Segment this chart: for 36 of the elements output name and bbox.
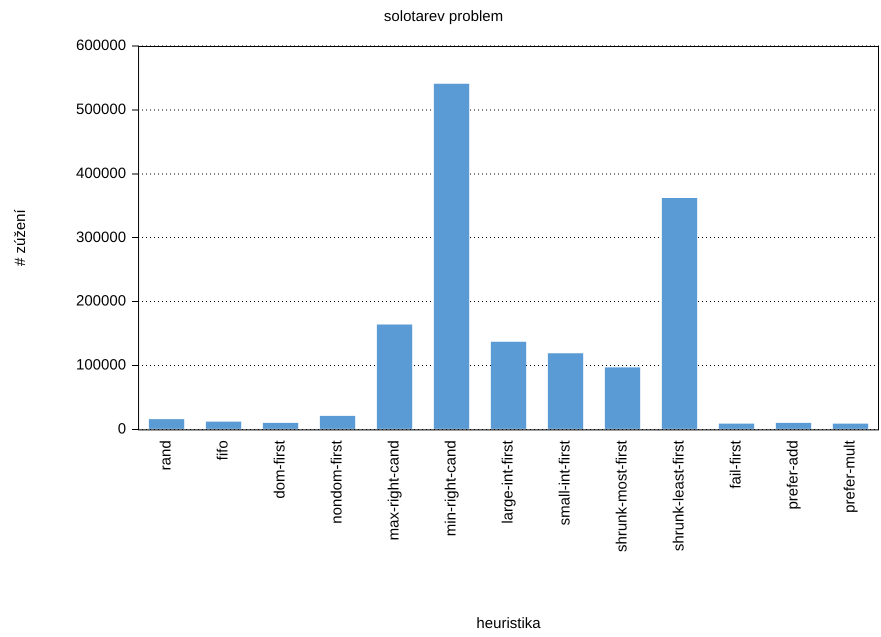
bar xyxy=(490,342,526,429)
x-tick-label: fifo xyxy=(214,440,232,460)
x-tick-label: small-int-first xyxy=(556,439,574,526)
y-tick-label: 0 xyxy=(118,420,126,438)
y-tick-label: 300000 xyxy=(76,228,126,246)
x-tick-label: fail-first xyxy=(728,440,745,489)
bar xyxy=(604,367,640,429)
bar xyxy=(434,84,470,429)
x-tick-label: prefer-mult xyxy=(842,440,859,513)
bar xyxy=(148,419,184,429)
x-tick-label: prefer-add xyxy=(784,440,802,510)
y-tick-label: 500000 xyxy=(76,101,126,118)
y-tick-label: 200000 xyxy=(76,292,126,310)
y-tick-label: 100000 xyxy=(76,356,126,374)
x-tick-label: shrunk-least-first xyxy=(670,439,688,552)
x-tick-label: large-int-first xyxy=(500,440,517,524)
y-axis-title: # zúžení xyxy=(12,208,30,266)
x-tick-label: shrunk-most-first xyxy=(614,439,631,552)
bar xyxy=(376,324,412,429)
x-tick-label: min-right-cand xyxy=(442,440,460,536)
bar xyxy=(262,422,298,429)
y-tick-label: 400000 xyxy=(76,164,126,182)
x-tick-label: nondom-first xyxy=(328,440,346,524)
x-tick-label: max-right-cand xyxy=(386,440,403,540)
bar xyxy=(548,353,584,429)
x-axis-title: heuristika xyxy=(476,615,542,632)
chart-title: solotarev problem xyxy=(384,8,504,26)
bar xyxy=(718,424,754,429)
x-tick-label: rand xyxy=(158,440,175,470)
bar xyxy=(832,424,868,429)
bar xyxy=(776,422,812,429)
bar xyxy=(320,416,356,429)
bar xyxy=(206,422,242,429)
x-tick-label: dom-first xyxy=(272,439,289,499)
y-tick-label: 600000 xyxy=(76,37,126,54)
bar xyxy=(662,198,698,429)
